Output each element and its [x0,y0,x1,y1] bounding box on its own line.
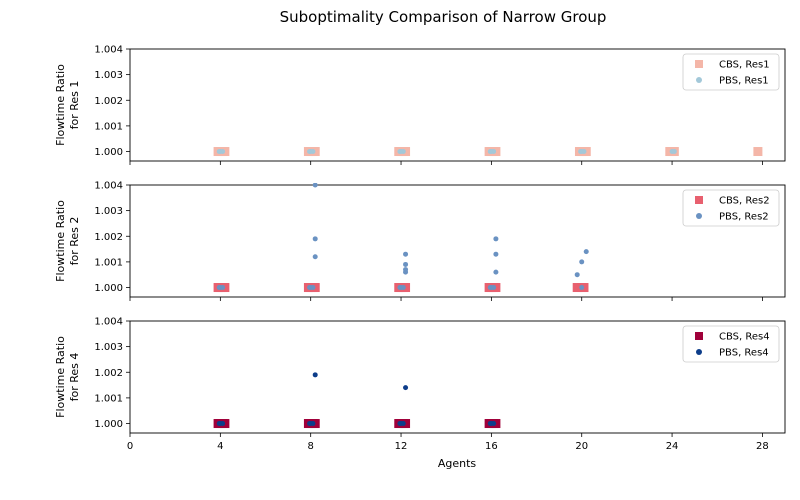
y-axis-label-line2: for Res 4 [68,353,81,402]
marker-pbs-res2 [574,272,580,278]
marker-pbs-res2 [493,269,499,275]
y-tick-label: 1.003 [94,70,123,81]
marker-pbs-res4 [403,385,409,391]
y-tick-label: 1.001 [94,121,123,132]
marker-pbs-res1 [307,149,313,155]
panel-2: 1.000 1.001 1.002 1.003 1.004 Flowtime Ratio f… [54,181,786,301]
y-tick-label: 1.004 [94,317,123,328]
y-tick-label: 1.002 [94,232,123,243]
markers [213,372,501,429]
marker-pbs-res2 [216,285,222,291]
figure-title: Suboptimality Comparison of Narrow Group [280,8,607,26]
marker-pbs-res4 [397,421,403,427]
marker-pbs-res2 [493,251,499,257]
legend-marker [695,332,703,340]
panel-1: 1.000 1.001 1.002 1.003 1.004 Flowtime Ratio f… [54,45,786,165]
marker-pbs-res4 [487,421,493,427]
legend-marker [695,60,703,68]
legend: CBS, Res2 PBS, Res2 [682,189,780,227]
markers [213,147,763,157]
legend-box [682,189,780,227]
marker-pbs-res4 [312,372,318,378]
marker-pbs-res4 [307,421,313,427]
x-tick-label: 8 [308,441,314,452]
plot-area-frame [129,320,786,434]
y-tick-label: 1.000 [94,419,123,430]
x-tick-label: 28 [756,441,769,452]
y-axis-label-line2: for Res 2 [68,217,81,266]
legend-box [682,325,780,363]
y-tick-label: 1.000 [94,147,123,158]
marker-pbs-res2 [403,251,409,257]
y-axis-label-line2: for Res 1 [68,81,81,130]
y-tick-label: 1.003 [94,342,123,353]
marker-pbs-res2 [403,267,409,273]
marker-pbs-res2 [579,285,585,291]
plot-area-frame [129,184,786,298]
marker-pbs-res2 [307,285,313,291]
x-tick-label: 24 [666,441,679,452]
marker-pbs-res2 [397,285,403,291]
marker-pbs-res1 [578,149,584,155]
markers [213,183,589,293]
y-tick-label: 1.002 [94,368,123,379]
legend-label: CBS, Res2 [719,196,770,207]
legend-label: PBS, Res1 [719,76,769,87]
x-tick-label: 4 [217,441,223,452]
y-axis-label-line1: Flowtime Ratio [54,336,67,418]
legend-marker [696,77,702,83]
y-tick-label: 1.001 [94,393,123,404]
marker-pbs-res1 [216,149,222,155]
legend-label: CBS, Res4 [719,332,770,343]
marker-pbs-res1 [397,149,403,155]
x-tick-label: 12 [395,441,408,452]
marker-pbs-res2 [487,285,493,291]
marker-pbs-res2 [312,254,318,260]
legend-label: PBS, Res2 [719,212,769,223]
y-tick-label: 1.002 [94,96,123,107]
legend-box [682,53,780,91]
plot-area-frame [129,48,786,162]
marker-pbs-res1 [487,149,493,155]
x-tick-label: 16 [485,441,498,452]
legend: CBS, Res4 PBS, Res4 [682,325,780,363]
legend-marker [695,196,703,204]
marker-cbs-res1 [753,147,763,157]
legend-label: PBS, Res4 [719,348,769,359]
marker-pbs-res2 [493,236,499,242]
y-tick-label: 1.001 [94,257,123,268]
marker-pbs-res2 [403,261,409,267]
marker-pbs-res2 [312,183,318,188]
legend: CBS, Res1 PBS, Res1 [682,53,780,91]
y-axis-label-line1: Flowtime Ratio [54,200,67,282]
y-axis-label-line1: Flowtime Ratio [54,64,67,146]
marker-pbs-res2 [579,259,585,265]
marker-pbs-res2 [312,236,318,242]
marker-pbs-res1 [671,149,677,155]
x-axis-label: Agents [438,457,477,470]
y-tick-label: 1.000 [94,283,123,294]
legend-marker [696,349,702,355]
marker-cbs-res2 [572,283,582,293]
y-tick-label: 1.004 [94,45,123,56]
x-tick-label: 0 [127,441,133,452]
y-tick-label: 1.004 [94,181,123,192]
x-tick-label: 20 [575,441,588,452]
marker-pbs-res4 [216,421,222,427]
y-tick-label: 1.003 [94,206,123,217]
marker-pbs-res2 [583,249,589,255]
legend-marker [696,213,702,219]
panel-3: 1.000 1.001 1.002 1.003 1.004 0 4 8 12 16 20 24 28 Fl… [54,317,786,452]
legend-label: CBS, Res1 [719,60,770,71]
